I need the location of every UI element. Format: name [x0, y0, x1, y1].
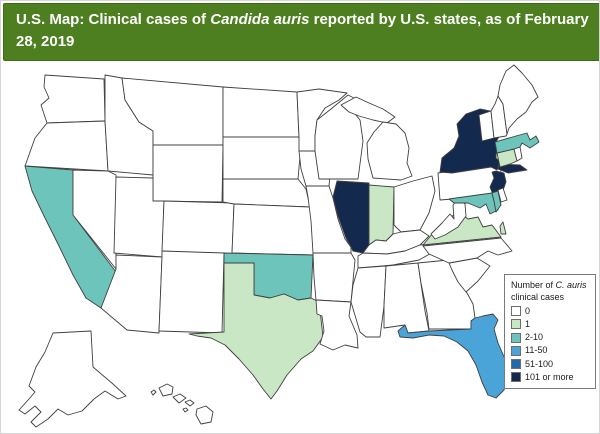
state-hawaii-lanai [182, 407, 189, 413]
legend-swatch-icon [511, 332, 521, 343]
map-title-banner: U.S. Map: Clinical cases of Candida auri… [3, 3, 599, 61]
legend-row-101-or-more: 101 or more [511, 372, 591, 383]
state-ohio [393, 175, 436, 233]
legend-label: 11-50 [525, 345, 548, 356]
state-new-mexico [158, 250, 225, 334]
state-hawaii-molokai [172, 393, 187, 404]
legend-row-1: 1 [511, 319, 591, 330]
state-hawaii-kauai [150, 389, 157, 396]
state-virginia-eastern-shore [499, 221, 507, 235]
legend-label: 101 or more [525, 371, 574, 382]
state-hawaii-oahu [158, 383, 174, 397]
state-michigan-upper [340, 96, 396, 124]
legend-items: 0 1 2-10 11-50 51-100 101 or more [511, 306, 591, 384]
legend-swatch-icon [511, 359, 521, 370]
state-kansas [231, 203, 316, 256]
state-south-carolina [448, 257, 491, 293]
state-delaware [497, 187, 508, 203]
legend: Number of C. auris clinical cases 0 1 2-10… [504, 274, 596, 389]
state-oregon [24, 120, 109, 172]
state-wyoming [152, 144, 224, 203]
map-title-species: Candida auris [210, 11, 310, 28]
legend-row-51-100: 51-100 [511, 359, 591, 370]
state-massachusetts [494, 132, 540, 154]
legend-label: 51-100 [525, 358, 554, 369]
legend-row-11-50: 11-50 [511, 345, 591, 356]
state-michigan [366, 121, 413, 181]
state-south-dakota [222, 136, 302, 180]
state-colorado [161, 200, 235, 256]
state-indiana [368, 184, 395, 246]
state-north-carolina [422, 237, 513, 264]
legend-label: 0 [525, 305, 531, 316]
state-arkansas [312, 252, 356, 303]
state-maine [497, 64, 539, 135]
legend-row-0: 0 [511, 306, 591, 317]
state-maryland-eastern-shore [491, 190, 502, 213]
legend-label: 2-10 [525, 332, 544, 342]
state-north-dakota [222, 86, 300, 138]
state-nebraska [222, 178, 311, 208]
state-louisiana [315, 299, 359, 351]
legend-swatch-icon [511, 319, 521, 330]
legend-title-species: C. auris [555, 280, 587, 290]
legend-label: 1 [525, 318, 531, 329]
legend-row-2-10: 2-10 [511, 332, 591, 343]
state-hawaii-maui [184, 399, 195, 407]
legend-title-line2: clinical cases [511, 292, 565, 303]
legend-swatch-icon [511, 372, 521, 383]
state-washington [40, 74, 106, 124]
legend-title: Number of C. auris [511, 280, 591, 291]
state-texas [188, 262, 324, 400]
legend-swatch-icon [511, 345, 521, 356]
map-title-suffix: reported by U.S. states, as of February … [16, 11, 593, 50]
state-alaska [18, 330, 127, 428]
state-hawaii-big-island [195, 405, 214, 425]
map-title-prefix: U.S. Map: Clinical cases of [16, 11, 211, 28]
legend-swatch-icon [511, 306, 521, 317]
state-new-york-long-island [497, 163, 528, 174]
legend-title-prefix: Number of [511, 280, 556, 290]
state-mississippi [350, 265, 387, 338]
